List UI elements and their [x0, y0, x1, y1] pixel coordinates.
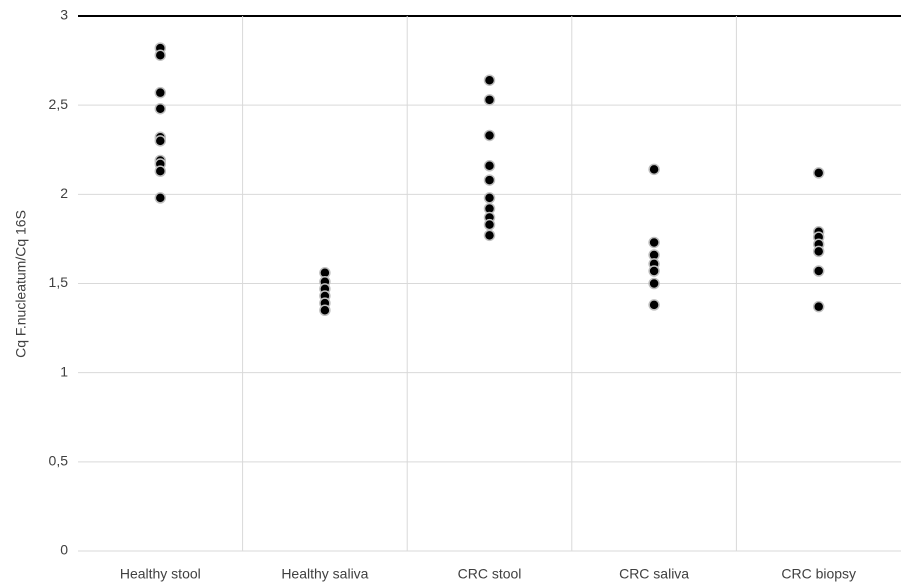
x-tick-label: Healthy stool [120, 566, 201, 582]
data-point [648, 236, 660, 249]
y-tick-label: 1 [60, 363, 68, 379]
y-tick-label: 0,5 [49, 453, 69, 469]
data-point [154, 49, 167, 61]
data-point [483, 94, 496, 106]
data-point [154, 86, 167, 99]
data-point [483, 160, 496, 172]
data-point [154, 192, 167, 204]
data-point [154, 165, 167, 177]
y-tick-label: 3 [60, 7, 68, 23]
data-point [648, 277, 660, 290]
data-point [648, 163, 660, 176]
x-tick-label: CRC biopsy [781, 566, 856, 582]
data-point [483, 229, 496, 242]
data-point [812, 265, 825, 277]
data-point [812, 300, 825, 313]
data-point [154, 135, 167, 147]
data-point [154, 102, 167, 115]
x-tick-label: CRC saliva [619, 566, 689, 582]
data-point [483, 74, 496, 86]
data-point [319, 304, 331, 316]
data-point [483, 218, 496, 231]
y-tick-label: 2,5 [49, 96, 69, 112]
y-tick-label: 0 [60, 542, 68, 558]
x-tick-label: CRC stool [458, 566, 522, 582]
y-tick-label: 2 [60, 185, 68, 201]
data-point [648, 299, 660, 311]
data-point [648, 265, 660, 277]
data-point [483, 192, 496, 204]
data-point [812, 167, 825, 179]
y-tick-label: 1,5 [49, 274, 69, 290]
y-axis-label: Cq F.nucleatum/Cq 16S [13, 210, 29, 358]
data-point [483, 174, 496, 186]
data-point [812, 245, 825, 258]
x-tick-label: Healthy saliva [281, 566, 368, 582]
data-point [483, 129, 496, 142]
